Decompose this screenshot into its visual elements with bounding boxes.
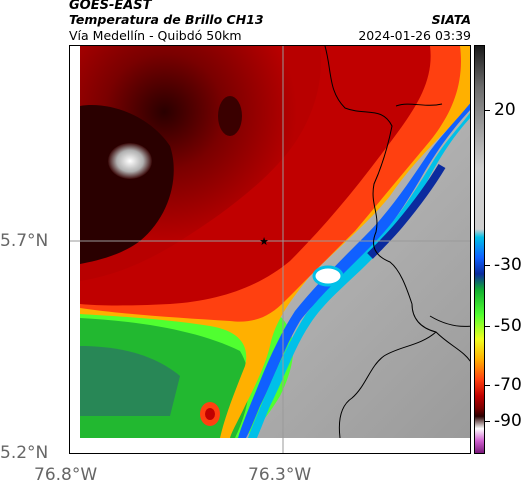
- border-line: [324, 46, 470, 362]
- agency-title: GOES-EAST: [69, 0, 152, 13]
- region-label: Vía Medellín - Quibdó 50km: [69, 28, 242, 43]
- colorbar-tick-minus30: -30: [494, 255, 522, 275]
- colorbar-tick-minus90: -90: [494, 411, 522, 431]
- lon-tick-76.8: 76.8°W: [34, 465, 98, 485]
- lat-tick-5.2: 5.2°N: [0, 443, 49, 463]
- colorbar-tick-minus70: -70: [494, 375, 522, 395]
- product-title: Temperatura de Brillo CH13: [69, 12, 264, 27]
- colorbar-tick-20: 20: [494, 100, 516, 120]
- satellite-map: ★: [69, 45, 471, 454]
- cold-front-blue: [238, 103, 470, 438]
- brightness-temperature-field: ★: [70, 46, 470, 453]
- overshooting-top: [108, 143, 152, 179]
- colorbar: [474, 45, 485, 454]
- station-marker-icon: ★: [259, 235, 269, 248]
- brand-label: SIATA: [431, 12, 471, 27]
- lat-tick-5.7: 5.7°N: [0, 231, 49, 251]
- colorbar-tick-minus50: -50: [494, 316, 522, 336]
- lon-tick-76.3: 76.3°W: [248, 465, 312, 485]
- datetime-label: 2024-01-26 03:39: [358, 28, 471, 43]
